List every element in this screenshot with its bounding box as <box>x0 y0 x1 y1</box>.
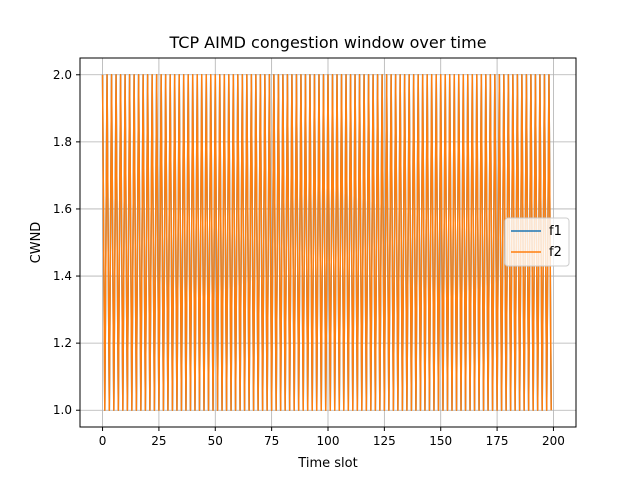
x-tick-label: 50 <box>208 434 223 448</box>
x-tick-label: 200 <box>542 434 565 448</box>
y-tick-label: 1.2 <box>53 336 72 350</box>
x-tick-label: 150 <box>429 434 452 448</box>
x-tick-label: 175 <box>486 434 509 448</box>
legend-box <box>504 217 570 267</box>
y-tick-label: 1.6 <box>53 202 72 216</box>
x-axis-label: Time slot <box>297 456 357 471</box>
x-tick-label: 100 <box>317 434 340 448</box>
series-layer <box>101 74 552 411</box>
x-tick-label: 0 <box>99 434 107 448</box>
x-tick-label: 25 <box>151 434 166 448</box>
y-tick-label: 1.0 <box>53 403 72 417</box>
x-tick-label: 75 <box>264 434 279 448</box>
series-line-f2 <box>101 74 552 411</box>
y-axis-label: CWND <box>29 222 44 264</box>
legend-label-f2: f2 <box>549 245 562 260</box>
y-tick-label: 1.8 <box>53 135 72 149</box>
ticks: 0 25 50 75 100 125 150 175 200 1.0 1.2 1.4 1.6 1.8 2.0 <box>53 68 565 448</box>
x-tick-label: 125 <box>373 434 396 448</box>
legend-label-f1: f1 <box>549 224 562 239</box>
y-tick-label: 1.4 <box>53 269 72 283</box>
chart-title: TCP AIMD congestion window over time <box>168 33 486 52</box>
y-tick-label: 2.0 <box>53 68 72 82</box>
